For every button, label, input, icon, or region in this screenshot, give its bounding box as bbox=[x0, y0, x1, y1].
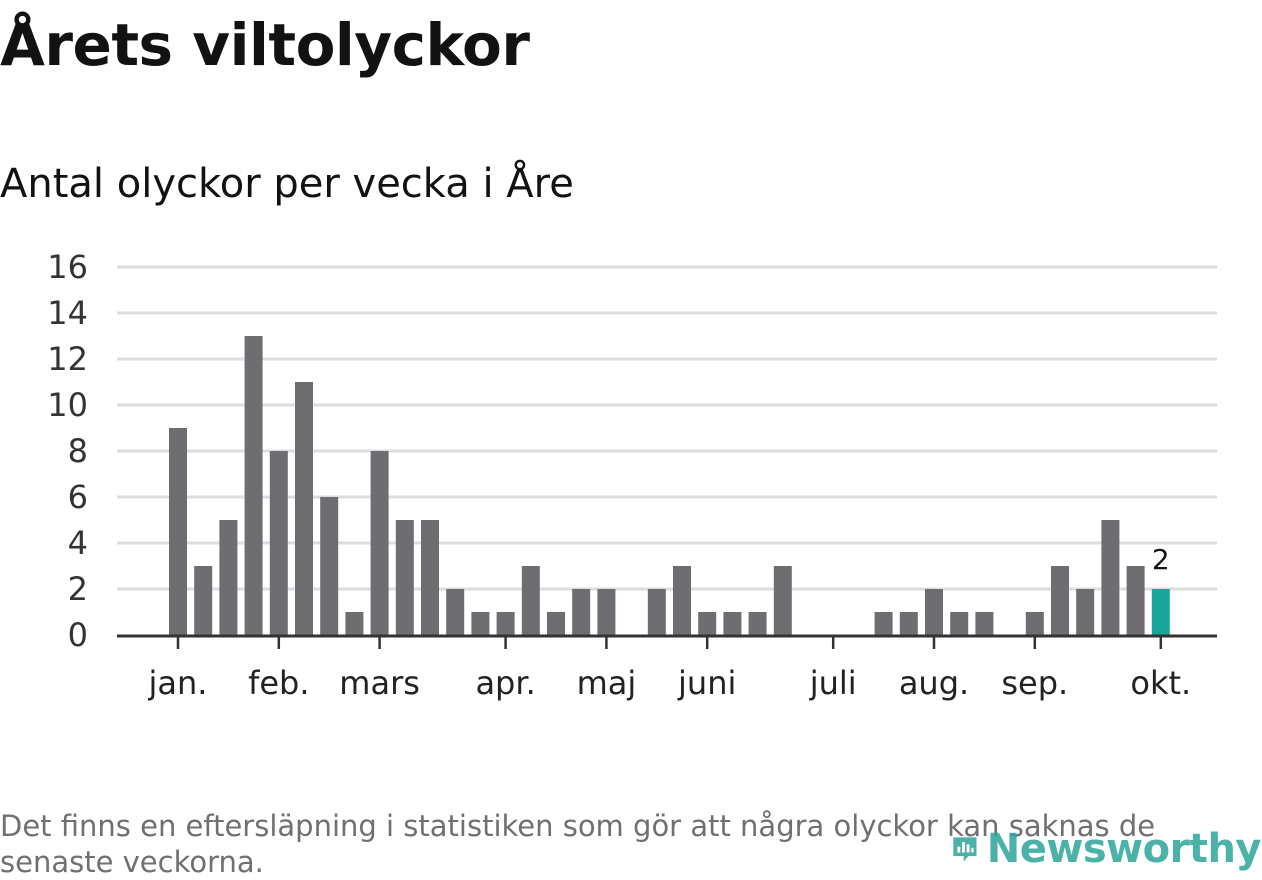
bar bbox=[925, 589, 943, 635]
bar bbox=[521, 566, 540, 635]
bar bbox=[899, 612, 918, 635]
bar bbox=[673, 566, 691, 635]
bar bbox=[370, 451, 389, 635]
x-tick-label: maj bbox=[577, 664, 637, 702]
bar bbox=[395, 520, 414, 635]
y-tick-label: 6 bbox=[68, 478, 88, 516]
bar bbox=[1076, 589, 1095, 635]
bar bbox=[345, 612, 364, 635]
bar-value-label: 2 bbox=[1152, 543, 1170, 576]
bar bbox=[244, 336, 263, 635]
y-tick-label: 2 bbox=[68, 570, 88, 608]
bar bbox=[748, 612, 767, 635]
x-tick-label: sep. bbox=[1001, 664, 1068, 702]
bar bbox=[597, 589, 616, 635]
x-tick-label: jan. bbox=[148, 664, 208, 702]
x-tick-label: aug. bbox=[899, 664, 969, 702]
bar bbox=[1101, 520, 1120, 635]
y-tick-label: 14 bbox=[47, 294, 88, 332]
bar bbox=[471, 612, 490, 635]
bar bbox=[219, 520, 238, 635]
bar bbox=[194, 566, 213, 635]
x-tick-label: apr. bbox=[475, 664, 535, 702]
y-tick-label: 16 bbox=[47, 248, 88, 286]
chart-title: Årets viltolyckor bbox=[0, 11, 530, 79]
bar bbox=[547, 612, 565, 635]
bar bbox=[773, 566, 792, 635]
bar bbox=[169, 428, 187, 635]
y-tick-label: 4 bbox=[68, 524, 88, 562]
bar bbox=[295, 382, 313, 635]
footnote: Det finns en eftersläpning i statistiken… bbox=[0, 809, 1156, 879]
x-tick-label: juni bbox=[677, 664, 736, 702]
chart-subtitle: Antal olyckor per vecka i Åre bbox=[0, 161, 574, 207]
bar bbox=[446, 589, 465, 635]
bar bbox=[421, 520, 439, 635]
y-tick-label: 12 bbox=[47, 340, 88, 378]
bar bbox=[647, 589, 666, 635]
x-tick-label: feb. bbox=[248, 664, 309, 702]
x-axis-ticks: jan. feb. mars apr. maj juni juli aug. sep. okt. bbox=[148, 636, 1191, 702]
bar bbox=[496, 612, 515, 635]
x-tick-label: juli bbox=[809, 664, 857, 702]
newsworthy-logo-text: Newsworthy bbox=[986, 826, 1262, 872]
bar bbox=[874, 612, 893, 635]
bar bbox=[572, 589, 591, 635]
bar bbox=[698, 612, 717, 635]
x-tick-label: mars bbox=[339, 664, 420, 702]
newsworthy-logo: Newsworthy bbox=[951, 820, 1262, 878]
bar bbox=[320, 497, 339, 635]
newsworthy-logo-icon bbox=[953, 837, 977, 862]
y-tick-label: 0 bbox=[68, 616, 88, 654]
bar-highlight bbox=[1151, 589, 1170, 635]
bar bbox=[975, 612, 994, 635]
bar bbox=[1126, 566, 1145, 635]
bar bbox=[950, 612, 969, 635]
y-tick-label: 10 bbox=[47, 386, 88, 424]
bar bbox=[1051, 566, 1069, 635]
bar bbox=[1025, 612, 1044, 635]
y-axis-ticks: 0 2 4 6 8 10 12 14 16 bbox=[47, 248, 88, 654]
bar bbox=[269, 451, 288, 635]
y-tick-label: 8 bbox=[68, 432, 88, 470]
x-tick-label: okt. bbox=[1130, 664, 1191, 702]
bar bbox=[723, 612, 742, 635]
bars: 2 bbox=[169, 336, 1173, 635]
